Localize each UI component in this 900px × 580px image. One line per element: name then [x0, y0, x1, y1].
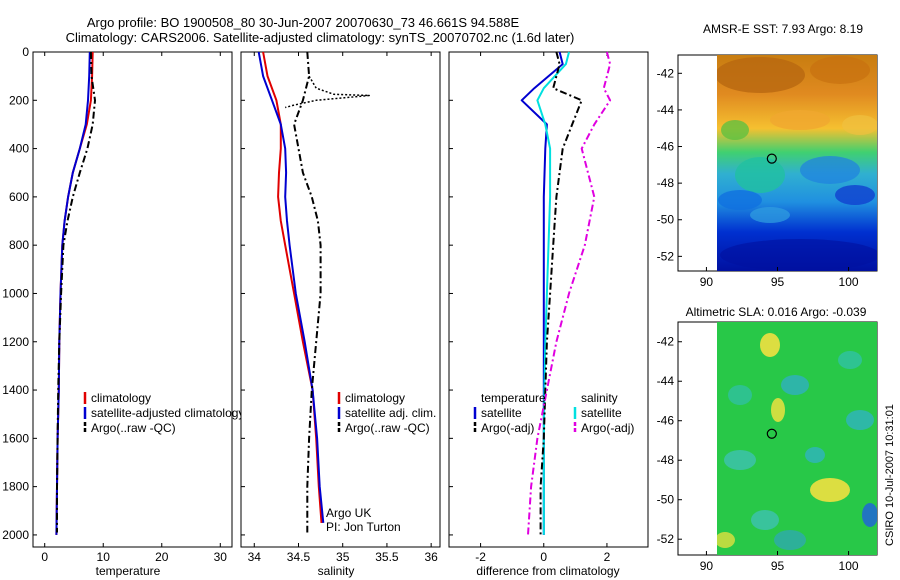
- series-line-0-2: [56, 51, 96, 533]
- ytick-label: 2000: [2, 528, 29, 542]
- map-ytick-label: -52: [657, 249, 675, 263]
- ytick-label: 200: [9, 93, 29, 107]
- legend-climatology: climatology: [91, 391, 151, 405]
- salinity-ticks: 34 34.5 35 35.5 36: [248, 52, 438, 564]
- salinity-axes: [240, 51, 441, 548]
- sla-map-ticks: 90 95 100 -42 -44 -46 -48 -50 -52: [657, 335, 859, 573]
- difference-legend: temperature satellite Argo(-adj) salinit…: [473, 391, 634, 435]
- legend-satellite-adjusted: satellite-adjusted climatology: [91, 406, 244, 420]
- difference-panel: -2 0 2 difference from climatology tempera…: [448, 51, 649, 578]
- map-ytick-label: -50: [657, 493, 675, 507]
- series-line-1-1: [257, 51, 325, 523]
- xtick-label: 2: [604, 550, 611, 564]
- xtick-label: 35.5: [375, 550, 399, 564]
- map-xtick-label: 100: [839, 275, 859, 289]
- temperature-axes: [32, 51, 233, 548]
- xtick-label: 34.5: [287, 550, 311, 564]
- series-line-2-3: [527, 51, 612, 535]
- xtick-label: 35: [336, 550, 350, 564]
- legend-sal-climatology: climatology: [345, 391, 405, 405]
- temperature-legend: climatology satellite-adjusted climatolo…: [83, 391, 244, 435]
- xtick-label: 0: [540, 550, 547, 564]
- map-ytick-label: -50: [657, 213, 675, 227]
- map-xtick-label: 90: [700, 275, 714, 289]
- ytick-label: 1800: [2, 480, 29, 494]
- salinity-lines: [257, 51, 370, 533]
- legend-sal-satellite: satellite adj. clim.: [345, 406, 436, 420]
- figure-title-line2: Climatology: CARS2006. Satellite-adjuste…: [66, 30, 575, 45]
- sst-map-panel: AMSR-E SST: 7.93 Argo: 8.19 90 95 100 -42 -4…: [657, 22, 878, 289]
- sla-field: [717, 322, 877, 555]
- temperature-lines: [55, 51, 96, 535]
- sst-map-ticks: 90 95 100 -42 -44 -46 -48 -50 -52: [657, 66, 859, 289]
- temperature-panel: 0 200 400 600 800 1000 1200 1400 1600 1800 2000 0 1…: [2, 45, 244, 578]
- map-ytick-label: -44: [657, 103, 675, 117]
- salinity-xlabel: salinity: [318, 564, 355, 578]
- sla-argo-marker: [766, 428, 777, 439]
- legend-temp-satellite: satellite: [481, 406, 522, 420]
- map-xtick-label: 100: [839, 559, 859, 573]
- sst-field: [717, 55, 877, 271]
- xtick-label: 34: [248, 550, 262, 564]
- annotation-pi: PI: Jon Turton: [326, 520, 401, 534]
- difference-xlabel: difference from climatology: [476, 564, 619, 578]
- xtick-label: -2: [475, 550, 486, 564]
- xtick-label: 36: [424, 550, 438, 564]
- ytick-label: 1200: [2, 335, 29, 349]
- map-ytick-label: -44: [657, 374, 675, 388]
- xtick-label: 30: [214, 550, 228, 564]
- series-line-2-1: [536, 51, 570, 535]
- ytick-label: 1600: [2, 431, 29, 445]
- figure-title-line1: Argo profile: BO 1900508_80 30-Jun-2007 …: [87, 15, 520, 30]
- salinity-panel: 34 34.5 35 35.5 36 salinity climatology sate…: [240, 51, 441, 578]
- difference-lines: [520, 51, 612, 535]
- ytick-label: 800: [9, 238, 29, 252]
- legend-heading-salinity: salinity: [581, 391, 618, 405]
- xtick-label: 20: [155, 550, 169, 564]
- annotation-argo-uk: Argo UK: [326, 506, 371, 520]
- depth-ticks: 0 200 400 600 800 1000 1200 1400 1600 1800 2000: [2, 45, 37, 542]
- ytick-label: 400: [9, 142, 29, 156]
- ytick-label: 1400: [2, 383, 29, 397]
- ytick-label: 0: [22, 45, 29, 59]
- series-line-1-3: [285, 75, 370, 109]
- side-label: CSIRO 10-Jul-2007 10:31:01: [884, 404, 896, 546]
- map-ytick-label: -46: [657, 140, 675, 154]
- sla-map-title: Altimetric SLA: 0.016 Argo: -0.039: [686, 305, 867, 319]
- legend-sal-satellite-diff: satellite: [581, 406, 622, 420]
- salinity-legend: climatology satellite adj. clim. Argo(..…: [337, 391, 436, 435]
- temperature-xlabel: temperature: [96, 564, 161, 578]
- difference-axes: [448, 51, 649, 548]
- sst-map-title: AMSR-E SST: 7.93 Argo: 8.19: [703, 22, 863, 36]
- legend-heading-temperature: temperature: [481, 391, 546, 405]
- series-line-0-1: [55, 51, 91, 535]
- map-xtick-label: 95: [771, 275, 785, 289]
- map-xtick-label: 95: [771, 559, 785, 573]
- xtick-label: 0: [41, 550, 48, 564]
- sst-argo-marker: [766, 153, 777, 164]
- temperature-ticks: 0 10 20 30: [41, 52, 227, 564]
- legend-sal-argo: Argo(..raw -QC): [345, 421, 430, 435]
- ytick-label: 600: [9, 190, 29, 204]
- map-ytick-label: -48: [657, 176, 675, 190]
- ytick-label: 1000: [2, 286, 29, 300]
- legend-temp-argo: Argo(-adj): [481, 421, 534, 435]
- map-ytick-label: -52: [657, 532, 675, 546]
- map-ytick-label: -42: [657, 335, 675, 349]
- map-xtick-label: 90: [700, 559, 714, 573]
- legend-sal-argo-diff: Argo(-adj): [581, 421, 634, 435]
- sla-map-panel: Altimetric SLA: 0.016 Argo: -0.039 90 95 1…: [657, 305, 878, 573]
- map-ytick-label: -42: [657, 66, 675, 80]
- xtick-label: 10: [97, 550, 111, 564]
- map-ytick-label: -48: [657, 453, 675, 467]
- map-ytick-label: -46: [657, 414, 675, 428]
- series-line-1-2: [293, 51, 322, 533]
- legend-argo: Argo(..raw -QC): [91, 421, 176, 435]
